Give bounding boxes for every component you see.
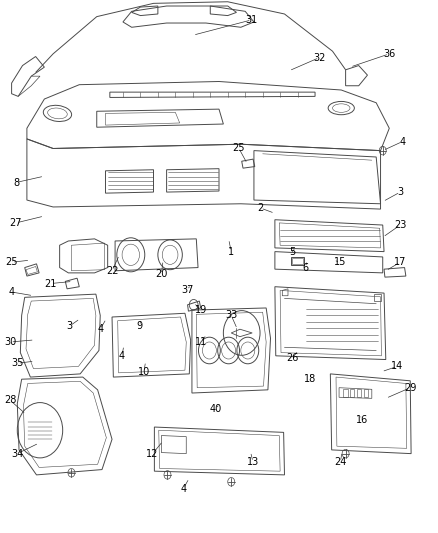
Text: 28: 28 (4, 395, 17, 406)
Text: 27: 27 (10, 218, 22, 228)
Text: 31: 31 (246, 15, 258, 25)
Text: 4: 4 (9, 287, 14, 297)
Text: 22: 22 (106, 266, 118, 276)
Text: 8: 8 (13, 177, 19, 188)
Text: 40: 40 (209, 404, 222, 414)
Text: 4: 4 (180, 484, 186, 494)
Text: 3: 3 (67, 321, 73, 331)
Text: 21: 21 (45, 279, 57, 288)
Text: 3: 3 (397, 187, 403, 197)
Text: 14: 14 (391, 361, 403, 372)
Text: 13: 13 (247, 457, 259, 467)
Text: 15: 15 (334, 257, 346, 267)
Text: 1: 1 (228, 247, 234, 256)
Text: 30: 30 (4, 337, 16, 347)
Text: 10: 10 (138, 367, 150, 377)
Text: 4: 4 (97, 324, 103, 334)
Text: 6: 6 (302, 263, 308, 272)
Text: 34: 34 (11, 449, 23, 458)
Text: 35: 35 (11, 358, 24, 368)
Text: 19: 19 (194, 305, 207, 315)
Text: 12: 12 (146, 449, 159, 458)
Text: 2: 2 (258, 203, 264, 213)
Text: 23: 23 (394, 220, 406, 230)
Text: 32: 32 (313, 53, 325, 62)
Text: 25: 25 (233, 143, 245, 153)
Text: 36: 36 (383, 49, 396, 59)
Text: 16: 16 (356, 415, 368, 425)
Text: 20: 20 (155, 270, 168, 279)
Text: 26: 26 (286, 353, 299, 363)
Text: 4: 4 (399, 136, 406, 147)
Text: 24: 24 (334, 457, 346, 467)
Text: 4: 4 (119, 351, 125, 361)
Text: 29: 29 (404, 383, 417, 393)
Text: 37: 37 (181, 286, 194, 295)
Text: 11: 11 (194, 337, 207, 347)
Text: 9: 9 (137, 321, 143, 331)
Text: 5: 5 (289, 247, 296, 256)
Text: 25: 25 (5, 257, 18, 267)
Text: 18: 18 (304, 374, 316, 384)
Text: 33: 33 (225, 310, 237, 320)
Text: 17: 17 (394, 257, 406, 267)
